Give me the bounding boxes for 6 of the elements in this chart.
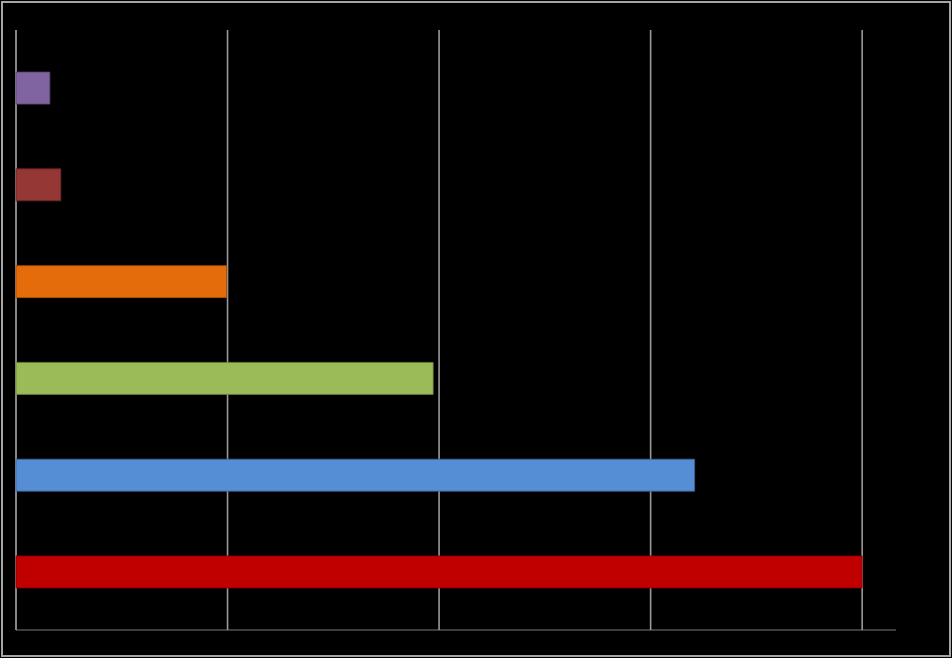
bar — [15, 362, 434, 395]
bar — [15, 458, 696, 492]
bar — [15, 265, 228, 299]
bar — [15, 168, 62, 202]
bar — [15, 71, 51, 105]
bar — [15, 555, 863, 589]
